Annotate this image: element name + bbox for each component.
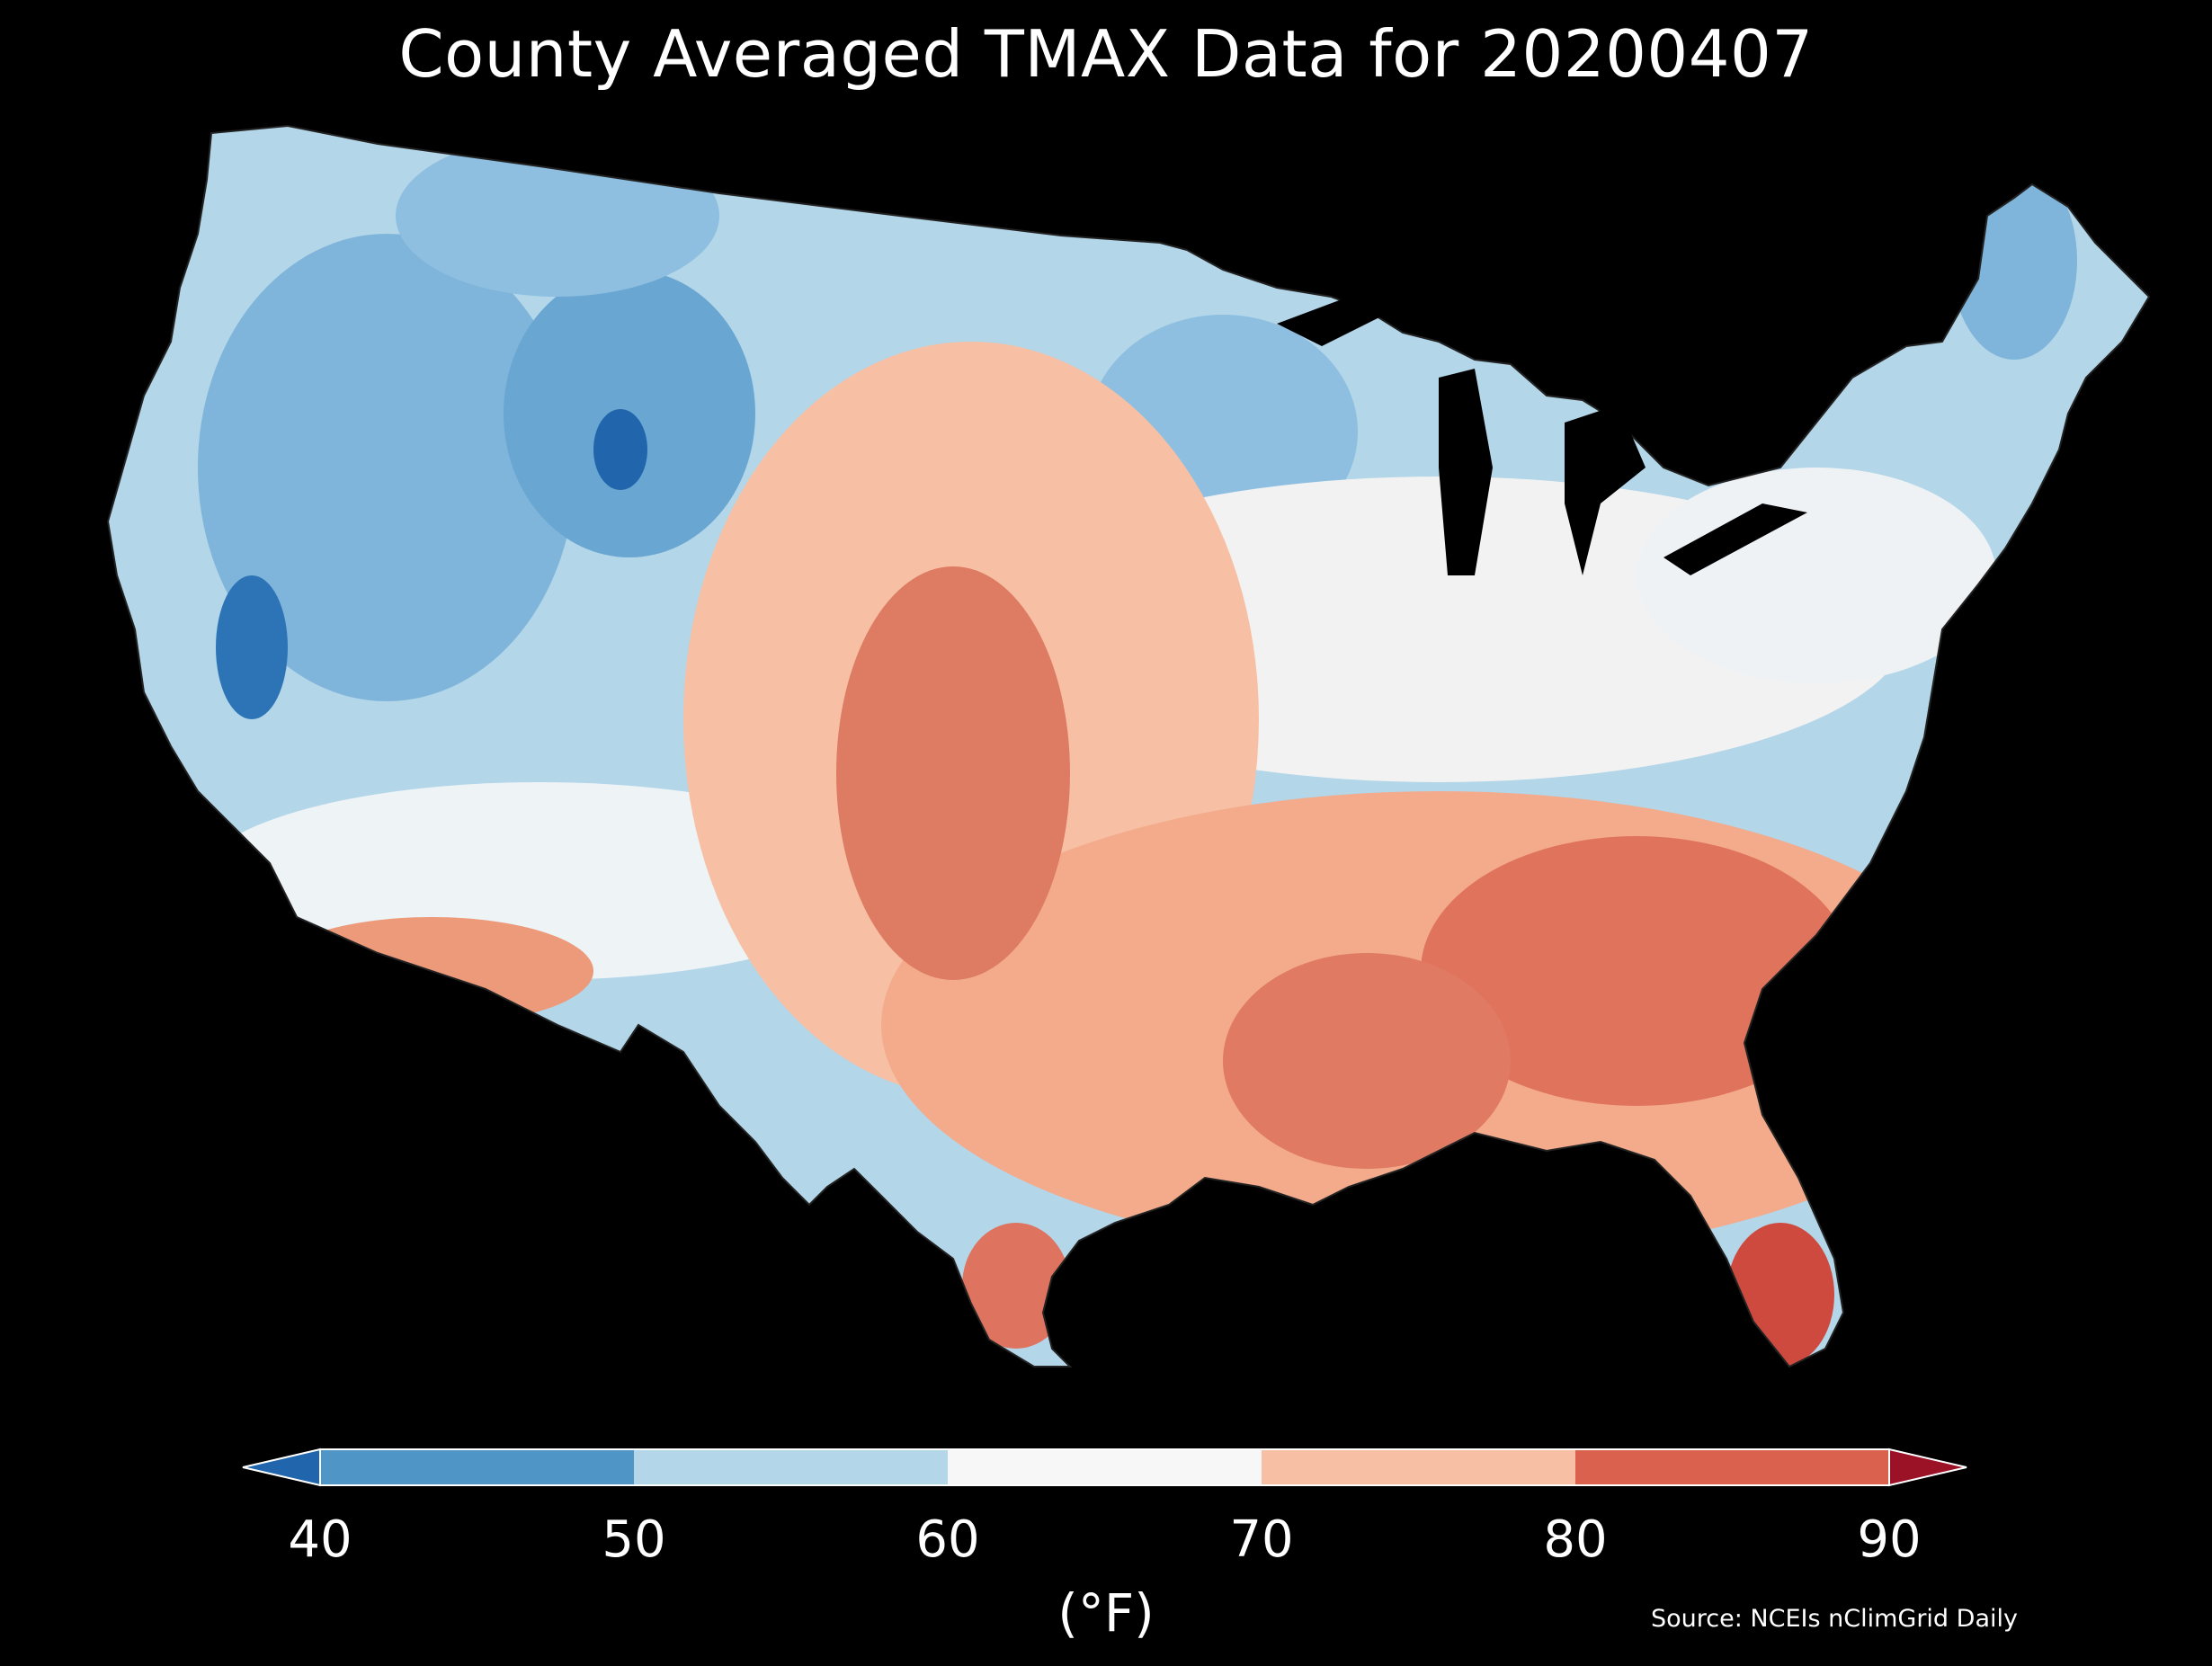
map-region-coldest-nv	[216, 575, 288, 719]
great-lakes	[1277, 297, 1807, 575]
map-region-neutral-ne	[1637, 468, 1996, 683]
colorbar-tick-60: 60	[915, 1510, 980, 1569]
map-region-hot-plains	[836, 566, 1070, 980]
colorbar-units: (°F)	[1057, 1582, 1155, 1644]
colorbar-tick-40: 40	[288, 1510, 352, 1569]
colorbar-bin-80-90	[1575, 1449, 1889, 1485]
colorbar-bin-40-50	[320, 1449, 634, 1485]
colorbar-extend-high	[1888, 1448, 1967, 1487]
us-outline	[106, 124, 2151, 1368]
source-note: Source: NCEIs nClimGrid Daily	[1651, 1605, 2018, 1633]
colorbar-bin-60-70	[948, 1449, 1262, 1485]
colorbar-tick-50: 50	[602, 1510, 666, 1569]
colorbar-extend-low	[242, 1448, 321, 1487]
colorbar-tick-70: 70	[1229, 1510, 1294, 1569]
map-region-coldest-wy	[593, 409, 647, 490]
colorbar-outline	[319, 1448, 1890, 1486]
colorbar-bin-70-80	[1262, 1449, 1575, 1485]
map-region-hot-ms	[1223, 953, 1511, 1169]
colorbar-tick-90: 90	[1857, 1510, 1922, 1569]
map-region-hot-se	[1421, 836, 1852, 1106]
map-region-hot-tx	[962, 1223, 1070, 1349]
map-title: County Averaged TMAX Data for 20200407	[398, 16, 1814, 92]
colorbar-bin-50-60	[634, 1449, 948, 1485]
colorbar-tick-80: 80	[1543, 1510, 1608, 1569]
map-region-cold-nw	[198, 234, 575, 701]
